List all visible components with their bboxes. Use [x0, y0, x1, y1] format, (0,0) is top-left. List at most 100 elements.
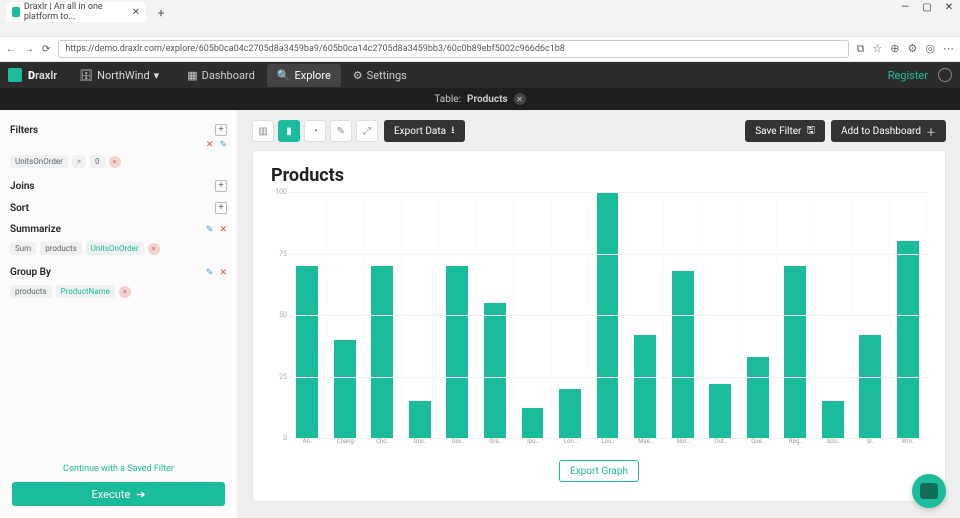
x-tick-label: Mas..: [627, 438, 665, 452]
bar: [484, 303, 506, 438]
database-name: NorthWind: [97, 69, 150, 82]
plus-icon: ＋: [926, 124, 936, 139]
app-logo-icon: [8, 68, 22, 82]
browser-action-icon[interactable]: ⊕: [890, 42, 899, 56]
bar: [747, 357, 769, 438]
browser-action-icon[interactable]: ⧉: [857, 42, 865, 56]
chat-widget-icon[interactable]: [912, 474, 946, 508]
content-toolbar: ▥▮◔✎⤢ Export Data ⭳ Save Filter 🖫 Add to…: [252, 120, 946, 142]
summarize-header: Summarize ✎ ✕: [10, 224, 227, 235]
nav-forward-icon[interactable]: →: [24, 44, 34, 55]
bar: [897, 241, 919, 438]
x-tick-label: Gnc..: [402, 438, 440, 452]
app-nav: ▦Dashboard🔍Explore⚙Settings: [177, 64, 417, 87]
viz-type-button[interactable]: ✎: [330, 120, 352, 142]
nav-label: Explore: [295, 69, 331, 82]
summarize-table: products: [40, 242, 82, 255]
nav-dashboard[interactable]: ▦Dashboard: [177, 64, 265, 87]
nav-explore[interactable]: 🔍Explore: [267, 64, 341, 87]
summarize-remove-icon[interactable]: ×: [148, 243, 160, 255]
nav-label: Settings: [367, 69, 407, 82]
browser-nav-bar: ← → ⟳ https://demo.draxlr.com/explore/60…: [0, 36, 960, 62]
x-tick-label: Ipo..: [514, 438, 552, 452]
summarize-edit-icon[interactable]: ✎: [206, 225, 214, 235]
browser-action-icon[interactable]: ⚙: [908, 42, 918, 56]
bar: [371, 266, 393, 438]
x-tick-label: Sco..: [814, 438, 852, 452]
tab-strip: Draxlr | An all in one platform to... ✕ …: [0, 0, 960, 22]
bar: [709, 384, 731, 438]
groupby-label: Group By: [10, 267, 51, 278]
summarize-chip[interactable]: Sum products UnitsOnOrder ×: [10, 242, 227, 255]
export-graph-button[interactable]: Export Graph: [559, 460, 639, 482]
filter-value: 0: [90, 155, 105, 168]
save-filter-label: Save Filter: [755, 126, 801, 137]
nav-settings[interactable]: ⚙Settings: [343, 64, 417, 87]
filters-header: Filters +: [10, 124, 227, 136]
x-tick-label: Que..: [739, 438, 777, 452]
groupby-remove-icon[interactable]: ×: [119, 286, 131, 298]
save-filter-button[interactable]: Save Filter 🖫: [745, 120, 825, 142]
filter-edit-icon[interactable]: ✎: [219, 140, 227, 150]
url-text: https://demo.draxlr.com/explore/605b0ca0…: [65, 44, 564, 54]
browser-action-icon[interactable]: ◎: [925, 42, 935, 56]
window-close-button[interactable]: ✕: [942, 2, 956, 13]
x-tick-label: Gra..: [477, 438, 515, 452]
viz-type-button[interactable]: ▥: [252, 120, 274, 142]
bar: [859, 335, 881, 438]
window-min-button[interactable]: —: [898, 2, 912, 13]
y-axis: 0255075100: [273, 192, 289, 438]
nav-back-icon[interactable]: ←: [6, 44, 16, 55]
add-join-button[interactable]: +: [215, 180, 227, 192]
groupby-chip[interactable]: products ProductName ×: [10, 285, 227, 298]
database-picker[interactable]: 🗄 NorthWind ▾: [75, 67, 163, 84]
browser-chrome: Draxlr | An all in one platform to... ✕ …: [0, 0, 960, 36]
filter-op: >: [72, 155, 86, 168]
y-tick-label: 25: [279, 373, 287, 381]
table-subbar: Table: Products ✕: [0, 88, 960, 110]
viz-type-button[interactable]: ▮: [278, 120, 300, 142]
browser-tab[interactable]: Draxlr | An all in one platform to... ✕: [6, 2, 146, 22]
window-controls: — ▢ ✕: [898, 2, 956, 13]
table-name: Products: [467, 94, 508, 105]
nav-refresh-icon[interactable]: ⟳: [42, 44, 50, 55]
database-icon: 🗄: [79, 69, 93, 82]
x-tick-label: Gor..: [439, 438, 477, 452]
summarize-delete-icon[interactable]: ✕: [219, 225, 227, 235]
execute-arrow-icon: ➔: [136, 488, 145, 501]
user-avatar-icon[interactable]: [938, 68, 952, 82]
viz-type-button[interactable]: ⤢: [356, 120, 378, 142]
groupby-edit-icon[interactable]: ✎: [206, 268, 214, 278]
summarize-label: Summarize: [10, 224, 61, 235]
app-brand[interactable]: Draxlr: [28, 69, 57, 82]
groupby-header: Group By ✎ ✕: [10, 267, 227, 278]
browser-action-icon[interactable]: ☆: [872, 42, 882, 56]
add-filter-button[interactable]: +: [215, 124, 227, 136]
bar: [559, 389, 581, 438]
filter-remove-icon[interactable]: ×: [109, 156, 121, 168]
groupby-delete-icon[interactable]: ✕: [219, 268, 227, 278]
table-prefix: Table:: [434, 94, 461, 105]
bar: [672, 271, 694, 438]
new-tab-button[interactable]: +: [152, 4, 170, 22]
viz-buttons: ▥▮◔✎⤢: [252, 120, 378, 142]
filter-delete-icon[interactable]: ✕: [206, 140, 214, 150]
bar: [409, 401, 431, 438]
table-close-icon[interactable]: ✕: [514, 93, 526, 105]
register-link[interactable]: Register: [888, 69, 928, 82]
add-sort-button[interactable]: +: [215, 202, 227, 214]
add-to-dashboard-button[interactable]: Add to Dashboard ＋: [831, 120, 946, 142]
x-tick-label: Chang: [327, 438, 365, 452]
window-max-button[interactable]: ▢: [920, 2, 934, 13]
url-bar[interactable]: https://demo.draxlr.com/explore/605b0ca0…: [58, 40, 848, 58]
x-tick-label: Lon..: [552, 438, 590, 452]
add-dashboard-label: Add to Dashboard: [841, 126, 921, 137]
saved-filter-link[interactable]: Continue with a Saved Filter: [10, 464, 227, 474]
browser-action-icon[interactable]: ⋯: [943, 42, 954, 56]
filter-field: UnitsOnOrder: [10, 155, 68, 168]
export-data-button[interactable]: Export Data ⭳: [384, 120, 465, 142]
tab-close-icon[interactable]: ✕: [132, 7, 140, 18]
filter-chip[interactable]: UnitsOnOrder > 0 ×: [10, 155, 227, 168]
viz-type-button[interactable]: ◔: [304, 120, 326, 142]
execute-button[interactable]: Execute ➔: [12, 482, 225, 506]
